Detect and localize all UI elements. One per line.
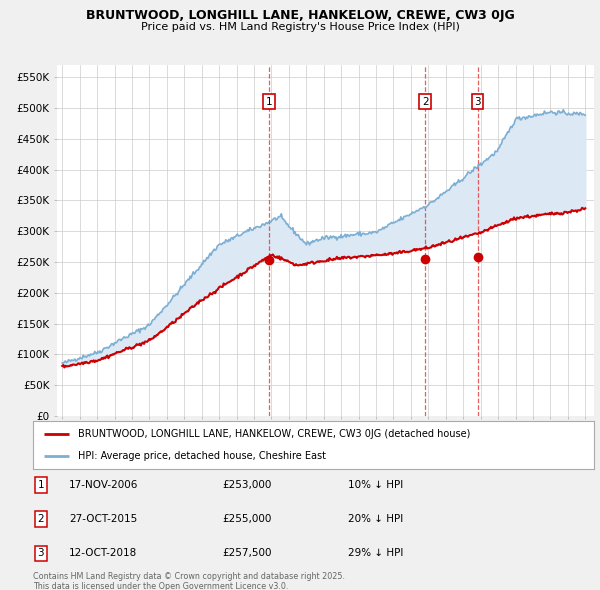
Text: 17-NOV-2006: 17-NOV-2006: [69, 480, 139, 490]
Text: £257,500: £257,500: [222, 549, 271, 558]
Text: £255,000: £255,000: [222, 514, 271, 524]
Text: 3: 3: [474, 97, 481, 107]
Text: 12-OCT-2018: 12-OCT-2018: [69, 549, 137, 558]
Text: 2: 2: [37, 514, 44, 524]
Text: BRUNTWOOD, LONGHILL LANE, HANKELOW, CREWE, CW3 0JG (detached house): BRUNTWOOD, LONGHILL LANE, HANKELOW, CREW…: [78, 429, 470, 439]
Text: 3: 3: [37, 549, 44, 558]
Text: Contains HM Land Registry data © Crown copyright and database right 2025.: Contains HM Land Registry data © Crown c…: [33, 572, 345, 581]
Text: 1: 1: [37, 480, 44, 490]
Text: 27-OCT-2015: 27-OCT-2015: [69, 514, 137, 524]
Text: 29% ↓ HPI: 29% ↓ HPI: [348, 549, 403, 558]
Text: 2: 2: [422, 97, 428, 107]
Text: 10% ↓ HPI: 10% ↓ HPI: [348, 480, 403, 490]
Text: Price paid vs. HM Land Registry's House Price Index (HPI): Price paid vs. HM Land Registry's House …: [140, 22, 460, 32]
Text: 1: 1: [266, 97, 272, 107]
Text: 20% ↓ HPI: 20% ↓ HPI: [348, 514, 403, 524]
Text: HPI: Average price, detached house, Cheshire East: HPI: Average price, detached house, Ches…: [78, 451, 326, 461]
Text: This data is licensed under the Open Government Licence v3.0.: This data is licensed under the Open Gov…: [33, 582, 289, 590]
Text: BRUNTWOOD, LONGHILL LANE, HANKELOW, CREWE, CW3 0JG: BRUNTWOOD, LONGHILL LANE, HANKELOW, CREW…: [86, 9, 514, 22]
Text: £253,000: £253,000: [222, 480, 271, 490]
